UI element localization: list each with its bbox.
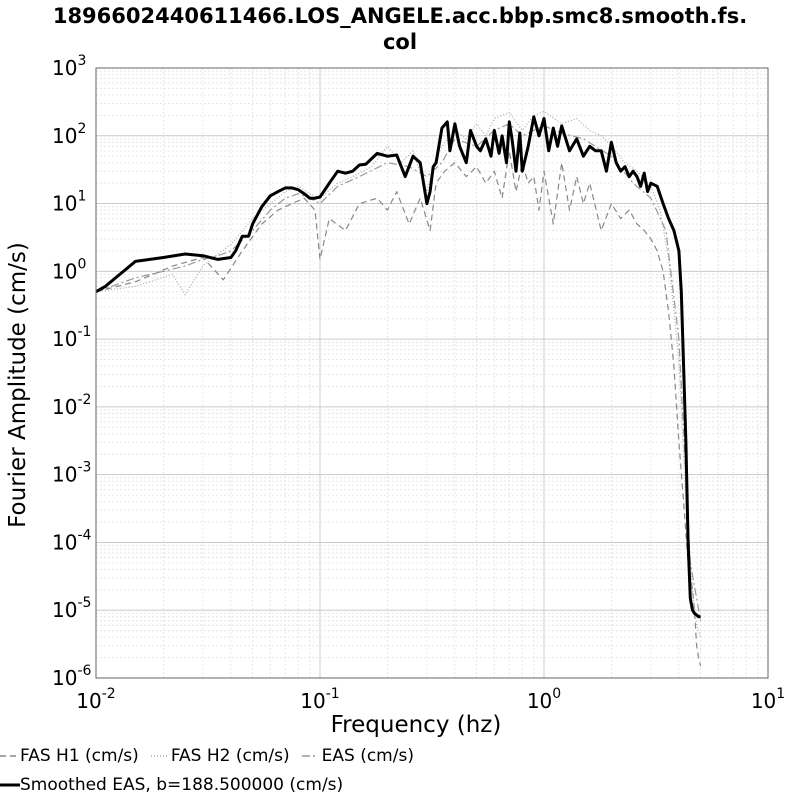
legend-row-2: Smoothed EAS, b=188.500000 (cm/s) (0, 774, 355, 796)
chart-title-line-2: col (382, 30, 418, 54)
legend-label-fas-h2: FAS H2 (cm/s) (170, 746, 290, 766)
x-tick-label: 10-1 (300, 686, 339, 713)
y-axis-label: Fourier Amplitude (cm/s) (5, 242, 31, 528)
legend-row-1: FAS H1 (cm/s) FAS H2 (cm/s) EAS (cm/s) (0, 745, 426, 767)
legend-label-fas-h1: FAS H1 (cm/s) (20, 746, 139, 766)
series-line-eas-2 (95, 123, 702, 621)
y-tick-label: 10-6 (52, 663, 92, 690)
legend-item-fas-h1: FAS H1 (cm/s) (0, 746, 139, 766)
y-tick-label: 10-3 (52, 460, 91, 487)
x-axis-label: Frequency (hz) (331, 712, 502, 738)
plot-frame (95, 67, 769, 679)
legend-item-fas-h2: FAS H2 (cm/s) (150, 746, 290, 766)
legend-swatch-smoothed-eas (0, 783, 20, 787)
chart-title-line-1: 1896602440611466.LOS_ANGELE.acc.bbp.smc8… (52, 4, 748, 28)
x-tick-label: 10-2 (76, 686, 115, 713)
y-tick-label: 10-4 (52, 527, 92, 554)
legend-label-smoothed-eas: Smoothed EAS, b=188.500000 (cm/s) (20, 775, 344, 795)
y-tick-label: 102 (52, 121, 86, 148)
y-tick-label: 10-1 (52, 324, 91, 351)
series-line-smoothed-3 (95, 115, 701, 619)
x-tick-label: 100 (527, 686, 561, 713)
legend-swatch-eas (301, 755, 318, 757)
y-tick-label: 100 (52, 256, 86, 283)
series-lines (95, 110, 702, 667)
series-line-fas-0 (95, 150, 702, 667)
legend-item-smoothed-eas: Smoothed EAS, b=188.500000 (cm/s) (0, 775, 343, 795)
y-tick-label: 101 (52, 189, 86, 216)
y-tick-label: 10-5 (52, 595, 91, 622)
axis-ticks: 10-2 10-1 100 101 10-6 10-5 10-4 10-3 10-2 10-1 10… (52, 53, 785, 713)
legend-label-eas: EAS (cm/s) (321, 746, 414, 766)
x-tick-label: 101 (751, 686, 785, 713)
y-tick-label: 103 (52, 53, 86, 80)
legend-item-eas: EAS (cm/s) (301, 746, 414, 766)
legend-swatch-fas-h2 (150, 755, 167, 757)
y-tick-label: 10-2 (52, 392, 91, 419)
legend-swatch-fas-h1 (0, 755, 16, 757)
grid-lines (95, 68, 768, 679)
